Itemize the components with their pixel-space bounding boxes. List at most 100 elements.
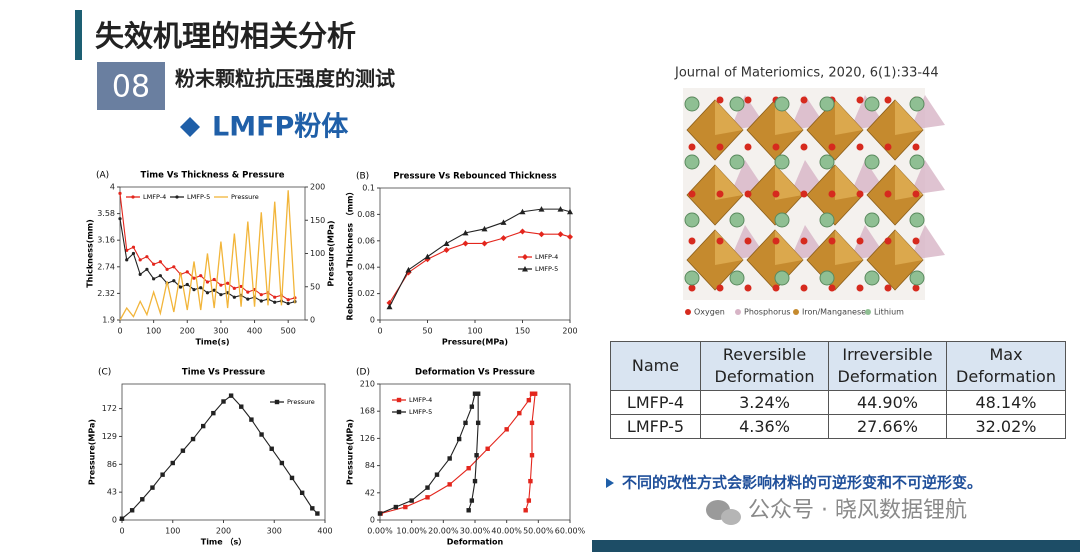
marker (118, 191, 122, 195)
panel-label: (D) (356, 368, 370, 378)
oxygen-atom (912, 237, 920, 245)
x-tick-label: 0 (377, 327, 382, 336)
octahedron-face (835, 230, 863, 265)
series-line (380, 393, 536, 515)
oxygen-atom (772, 237, 780, 245)
note: 不同的改性方式会影响材料的可逆形变和不可逆形变。 (622, 474, 982, 492)
lithium-atom (684, 154, 700, 170)
marker (567, 233, 573, 240)
oxygen-atom (856, 284, 864, 292)
x-axis-label: Time （s） (201, 537, 247, 547)
x-tick-label: 50 (422, 327, 432, 336)
y-tick-label: 2.74 (97, 262, 115, 271)
marker (475, 420, 481, 426)
marker (528, 478, 533, 484)
oxygen-atom (688, 237, 696, 245)
oxygen-atom (884, 143, 892, 151)
legend-label: Pressure (287, 398, 315, 406)
section-title: 粉末颗粒抗压强度的测试 (175, 67, 395, 91)
marker (160, 472, 165, 477)
marker (185, 270, 189, 274)
y-tick-label: 0.08 (357, 210, 375, 219)
oxygen-atom (884, 190, 892, 198)
oxygen-atom (912, 143, 920, 151)
oxygen-atom (716, 190, 724, 198)
marker (158, 260, 162, 264)
title-bar (75, 10, 82, 60)
series-line (121, 394, 318, 520)
x-tick-label: 40.00% (491, 527, 522, 536)
watermark: 公众号 · 晓风数据锂航 (748, 498, 967, 523)
y2-tick-label: 150 (310, 216, 325, 225)
y-tick-label: 172 (102, 404, 117, 413)
header-cell: Irreversible Deformation (828, 341, 947, 391)
octahedron-face (775, 230, 803, 265)
marker (129, 508, 135, 513)
x-tick-label: 10.00% (396, 527, 427, 536)
marker (190, 436, 196, 442)
marker (396, 409, 402, 415)
y-tick-label: 1.9 (102, 316, 115, 325)
oxygen-atom (688, 284, 696, 292)
y2-tick-label: 100 (310, 249, 325, 258)
lithium-atom (684, 212, 700, 228)
oxygen-atom (828, 143, 836, 151)
y-tick-label: 129 (102, 432, 117, 441)
cell: 3.24% (700, 390, 829, 415)
panel-label: (A) (96, 171, 109, 181)
oxygen-atom (828, 284, 836, 292)
marker (522, 254, 528, 260)
y-tick-label: 84 (365, 461, 375, 470)
legend-label: Phosphorus (744, 308, 791, 317)
marker (125, 258, 129, 262)
plot-frame (379, 383, 571, 521)
page-title: 失效机理的相关分析 (95, 19, 356, 53)
marker (232, 286, 236, 290)
marker (299, 490, 305, 495)
y-axis-label: Pressure(MPa) (88, 419, 97, 485)
marker (178, 285, 183, 289)
legend-dot (685, 309, 691, 315)
marker (269, 446, 274, 451)
marker (474, 453, 479, 458)
y-axis-label: Pressure(MPa) (346, 419, 355, 485)
marker (456, 436, 462, 442)
marker (228, 393, 234, 398)
oxygen-atom (884, 237, 892, 245)
oxygen-atom (772, 284, 780, 292)
lithium-atom (909, 154, 925, 170)
octahedron-face (835, 165, 863, 200)
x-tick-label: 20.00% (428, 527, 459, 536)
marker (273, 295, 277, 299)
x-tick-label: 400 (317, 527, 332, 536)
marker (170, 460, 175, 466)
series-line (119, 193, 296, 301)
legend-label: LMFP-5 (187, 193, 210, 201)
marker (212, 288, 216, 292)
marker (500, 235, 507, 242)
marker (396, 397, 402, 403)
marker (185, 282, 189, 287)
marker (526, 498, 532, 503)
marker (519, 208, 526, 215)
marker (447, 482, 452, 487)
marker (447, 456, 452, 461)
marker (246, 297, 250, 301)
legend-label: Pressure (231, 193, 259, 201)
marker (165, 267, 169, 271)
marker (500, 219, 507, 225)
oxygen-atom (800, 96, 808, 104)
oxygen-atom (744, 143, 752, 151)
x-axis-label: Deformation (447, 538, 504, 547)
marker (119, 516, 125, 521)
oxygen-atom (800, 190, 808, 198)
marker (138, 258, 142, 262)
marker (393, 504, 399, 510)
marker (199, 286, 203, 290)
note-bullet (606, 478, 614, 488)
x-tick-label: 0 (119, 527, 124, 536)
oxygen-atom (856, 190, 864, 198)
oxygen-atom (716, 96, 724, 104)
marker (481, 240, 488, 247)
marker (152, 262, 156, 266)
